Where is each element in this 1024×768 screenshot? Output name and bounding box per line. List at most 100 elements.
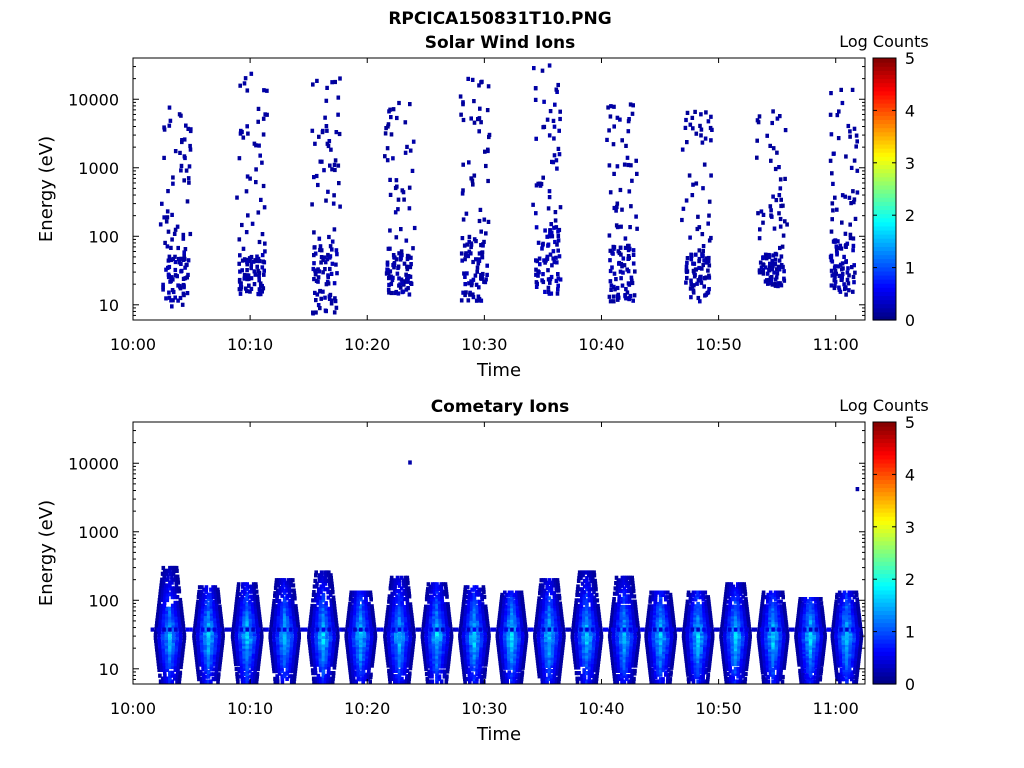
heatmap-cell bbox=[428, 679, 432, 684]
heatmap-cell bbox=[248, 176, 252, 181]
heatmap-cell bbox=[406, 660, 410, 665]
heatmap-cell bbox=[558, 632, 563, 637]
heatmap-cell bbox=[384, 618, 389, 623]
heatmap-cell bbox=[510, 606, 514, 611]
heatmap-cell bbox=[430, 589, 434, 594]
heatmap-cell bbox=[309, 609, 314, 614]
colorbar-step bbox=[873, 315, 896, 321]
heatmap-cell bbox=[478, 609, 483, 614]
heatmap-cell bbox=[183, 265, 187, 270]
heatmap-cell bbox=[349, 679, 354, 684]
heatmap-cell bbox=[448, 622, 452, 627]
heatmap-cell bbox=[256, 632, 260, 637]
heatmap-cell bbox=[469, 116, 473, 121]
heatmap-cell bbox=[294, 606, 298, 611]
heatmap-cell bbox=[350, 658, 354, 664]
heatmap-cell bbox=[333, 167, 337, 173]
heatmap-cell bbox=[459, 648, 464, 653]
colorbar-step bbox=[873, 58, 896, 63]
heatmap-cell bbox=[235, 649, 240, 654]
heatmap-cell bbox=[201, 602, 205, 607]
heatmap-cell bbox=[557, 648, 561, 653]
heatmap-cell bbox=[328, 640, 333, 645]
heatmap-cell bbox=[282, 674, 287, 679]
heatmap-cell bbox=[308, 651, 313, 656]
heatmap-cell bbox=[245, 674, 249, 679]
heatmap-cell bbox=[510, 611, 514, 616]
heatmap-cell bbox=[203, 635, 207, 641]
heatmap-cell bbox=[469, 614, 474, 619]
heatmap-cell bbox=[435, 597, 439, 602]
heatmap-cell bbox=[399, 255, 403, 260]
heatmap-cell bbox=[516, 624, 521, 629]
heatmap-cell bbox=[463, 655, 468, 660]
heatmap-cell bbox=[218, 604, 222, 609]
heatmap-cell bbox=[164, 650, 169, 655]
heatmap-cell bbox=[496, 638, 500, 643]
heatmap-cell bbox=[174, 615, 178, 620]
heatmap-cell bbox=[547, 663, 552, 668]
heatmap-cell bbox=[263, 241, 267, 246]
heatmap-cell bbox=[238, 592, 242, 597]
heatmap-cell bbox=[373, 633, 378, 638]
heatmap-cell bbox=[258, 644, 263, 649]
heatmap-cell bbox=[352, 647, 357, 652]
heatmap-cell bbox=[165, 586, 170, 591]
heatmap-cell bbox=[408, 602, 413, 607]
heatmap-cell bbox=[539, 661, 543, 666]
heatmap-cell bbox=[501, 613, 505, 618]
heatmap-cell bbox=[276, 578, 281, 583]
heatmap-cell bbox=[408, 265, 413, 270]
heatmap-cell bbox=[555, 89, 559, 94]
heatmap-cell bbox=[469, 251, 473, 256]
heatmap-cell bbox=[541, 656, 546, 661]
heatmap-cell bbox=[251, 649, 256, 654]
heatmap-cell bbox=[356, 599, 360, 604]
heatmap-cell bbox=[280, 674, 284, 679]
heatmap-cell bbox=[261, 132, 266, 137]
heatmap-cell bbox=[850, 87, 855, 92]
heatmap-cell bbox=[308, 645, 312, 651]
heatmap-cell bbox=[629, 163, 633, 168]
heatmap-cell bbox=[510, 640, 514, 645]
heatmap-cell bbox=[328, 590, 333, 595]
heatmap-cell bbox=[170, 664, 175, 670]
heatmap-cell bbox=[507, 613, 511, 618]
heatmap-cell bbox=[405, 599, 410, 604]
heatmap-cell bbox=[516, 642, 521, 648]
heatmap-cell bbox=[233, 614, 237, 619]
heatmap-cell bbox=[544, 604, 549, 609]
heatmap-cell bbox=[221, 631, 225, 636]
heatmap-cell bbox=[510, 601, 514, 607]
heatmap-cell bbox=[554, 624, 558, 630]
heatmap-cell bbox=[198, 599, 203, 604]
heatmap-cell bbox=[388, 615, 392, 620]
heatmap-cell bbox=[409, 262, 413, 267]
heatmap-cell bbox=[544, 653, 549, 658]
heatmap-cell bbox=[459, 621, 464, 626]
heatmap-cell bbox=[209, 587, 213, 592]
heatmap-cell bbox=[172, 231, 177, 236]
heatmap-cell bbox=[773, 166, 778, 172]
heatmap-cell bbox=[242, 622, 246, 627]
heatmap-cell bbox=[237, 261, 241, 266]
heatmap-cell bbox=[241, 135, 246, 140]
heatmap-cell bbox=[282, 637, 287, 642]
heatmap-cell bbox=[498, 606, 503, 611]
heatmap-cell bbox=[367, 606, 372, 611]
heatmap-cell bbox=[219, 621, 224, 626]
heatmap-cell bbox=[275, 674, 279, 679]
heatmap-cell bbox=[212, 609, 217, 614]
heatmap-cell bbox=[279, 645, 284, 650]
heatmap-cell bbox=[315, 612, 320, 617]
heatmap-cell bbox=[365, 652, 369, 657]
heatmap-cell bbox=[459, 650, 464, 655]
heatmap-cell bbox=[204, 590, 208, 595]
heatmap-cell bbox=[397, 639, 402, 644]
heatmap-cell bbox=[252, 676, 257, 682]
heatmap-cell bbox=[423, 659, 428, 664]
heatmap-cell bbox=[348, 668, 352, 673]
heatmap-cell bbox=[362, 622, 366, 627]
heatmap-cell bbox=[318, 629, 322, 634]
heatmap-cell bbox=[575, 679, 580, 684]
